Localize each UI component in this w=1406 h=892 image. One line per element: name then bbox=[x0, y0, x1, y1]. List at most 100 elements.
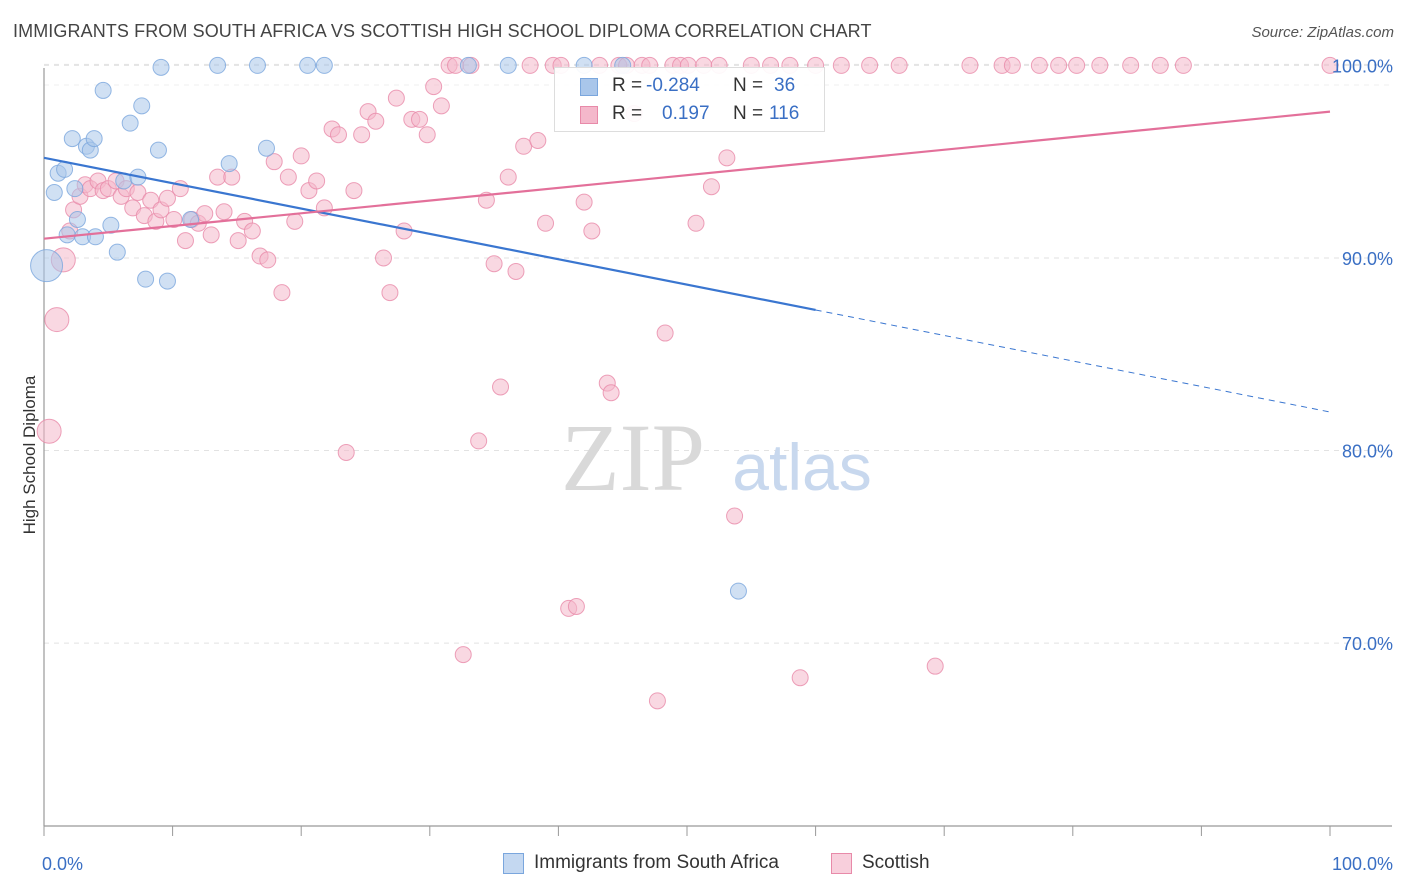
trend-lines bbox=[43, 110, 1331, 413]
point-south-africa bbox=[459, 56, 477, 74]
point-south-africa bbox=[209, 56, 227, 74]
point-scottish bbox=[279, 168, 297, 186]
legend-label: Scottish bbox=[862, 852, 930, 873]
trend-line-south-africa bbox=[43, 156, 816, 312]
axes bbox=[43, 68, 1392, 836]
point-scottish bbox=[381, 284, 399, 302]
tick-labels: 70.0% 80.0% 90.0% 100.0% 0.0% 100.0% bbox=[42, 56, 1393, 874]
stats-row-south-africa: R = -0.284 N = 36 bbox=[555, 73, 824, 101]
legend-label: Immigrants from South Africa bbox=[534, 852, 779, 873]
data-points bbox=[30, 56, 1339, 710]
y-tick-label: 90.0% bbox=[1342, 249, 1393, 269]
point-south-africa bbox=[137, 270, 155, 288]
point-scottish bbox=[158, 189, 176, 207]
point-scottish bbox=[529, 132, 547, 150]
point-scottish bbox=[832, 56, 850, 74]
y-tick-label: 100.0% bbox=[1332, 56, 1393, 76]
point-scottish bbox=[292, 147, 310, 165]
n-label: N = bbox=[733, 103, 764, 124]
point-scottish bbox=[890, 56, 908, 74]
legend-swatch-pink bbox=[831, 853, 852, 874]
correlation-stats-box: R = -0.284 N = 36 R = 0.197 N = 116 bbox=[554, 67, 825, 132]
chart-title: IMMIGRANTS FROM SOUTH AFRICA VS SCOTTISH… bbox=[13, 21, 872, 41]
point-scottish bbox=[926, 657, 944, 675]
point-scottish bbox=[515, 137, 533, 155]
point-scottish bbox=[44, 307, 70, 333]
point-south-africa bbox=[30, 249, 64, 283]
point-south-africa bbox=[68, 210, 86, 228]
point-scottish bbox=[1174, 56, 1192, 74]
point-south-africa bbox=[299, 56, 317, 74]
pink-swatch bbox=[580, 106, 598, 124]
point-scottish bbox=[432, 97, 450, 115]
point-scottish bbox=[176, 232, 194, 250]
point-scottish bbox=[367, 112, 385, 130]
point-scottish bbox=[243, 222, 261, 240]
point-south-africa bbox=[158, 272, 176, 290]
point-scottish bbox=[1091, 56, 1109, 74]
point-scottish bbox=[648, 692, 666, 710]
x-tick-label: 0.0% bbox=[42, 854, 83, 874]
point-scottish bbox=[537, 214, 555, 232]
point-scottish bbox=[229, 232, 247, 250]
point-south-africa bbox=[729, 582, 747, 600]
point-scottish bbox=[337, 443, 355, 461]
point-scottish bbox=[418, 126, 436, 144]
point-scottish bbox=[656, 324, 674, 342]
point-south-africa bbox=[102, 216, 120, 234]
point-scottish bbox=[265, 153, 283, 171]
point-scottish bbox=[196, 205, 214, 223]
point-scottish bbox=[1068, 56, 1086, 74]
watermark-zip: ZIP bbox=[561, 404, 705, 511]
point-scottish bbox=[353, 126, 371, 144]
point-scottish bbox=[470, 432, 488, 450]
y-tick-label: 70.0% bbox=[1342, 634, 1393, 654]
point-scottish bbox=[329, 126, 347, 144]
gridlines bbox=[44, 63, 1392, 644]
point-scottish bbox=[1003, 56, 1021, 74]
n-value: 36 bbox=[774, 75, 796, 96]
point-south-africa bbox=[248, 56, 266, 74]
point-scottish bbox=[521, 56, 539, 74]
point-south-africa bbox=[220, 155, 238, 173]
r-value: -0.284 bbox=[646, 75, 700, 96]
legend-swatch-blue bbox=[503, 853, 524, 874]
n-value: 116 bbox=[769, 103, 800, 124]
point-scottish bbox=[602, 384, 620, 402]
point-south-africa bbox=[66, 180, 84, 198]
point-scottish bbox=[718, 149, 736, 167]
point-south-africa bbox=[257, 139, 275, 157]
point-scottish bbox=[492, 378, 510, 396]
point-scottish bbox=[454, 646, 472, 664]
point-scottish bbox=[499, 168, 517, 186]
watermark-atlas: atlas bbox=[732, 430, 871, 504]
source-attribution: Source: ZipAtlas.com bbox=[1251, 24, 1394, 41]
point-south-africa bbox=[499, 56, 517, 74]
point-scottish bbox=[702, 178, 720, 196]
point-scottish bbox=[485, 255, 503, 273]
point-scottish bbox=[411, 110, 429, 128]
point-scottish bbox=[425, 78, 443, 96]
watermark: ZIP atlas bbox=[561, 404, 872, 511]
point-south-africa bbox=[149, 141, 167, 159]
point-south-africa bbox=[45, 183, 63, 201]
point-scottish bbox=[286, 212, 304, 230]
point-scottish bbox=[687, 214, 705, 232]
point-scottish bbox=[215, 203, 233, 221]
point-scottish bbox=[165, 210, 183, 228]
point-scottish bbox=[209, 168, 227, 186]
point-scottish bbox=[1122, 56, 1140, 74]
point-scottish bbox=[575, 193, 593, 211]
point-scottish bbox=[387, 89, 405, 107]
point-scottish bbox=[273, 284, 291, 302]
y-tick-label: 80.0% bbox=[1342, 442, 1393, 462]
trend-line-south-africa-extension bbox=[815, 309, 1331, 413]
point-scottish bbox=[861, 56, 879, 74]
point-scottish bbox=[1151, 56, 1169, 74]
blue-swatch bbox=[580, 78, 598, 96]
point-scottish bbox=[375, 249, 393, 267]
point-scottish bbox=[567, 597, 585, 615]
n-label: N = bbox=[733, 75, 764, 96]
point-scottish bbox=[1030, 56, 1048, 74]
